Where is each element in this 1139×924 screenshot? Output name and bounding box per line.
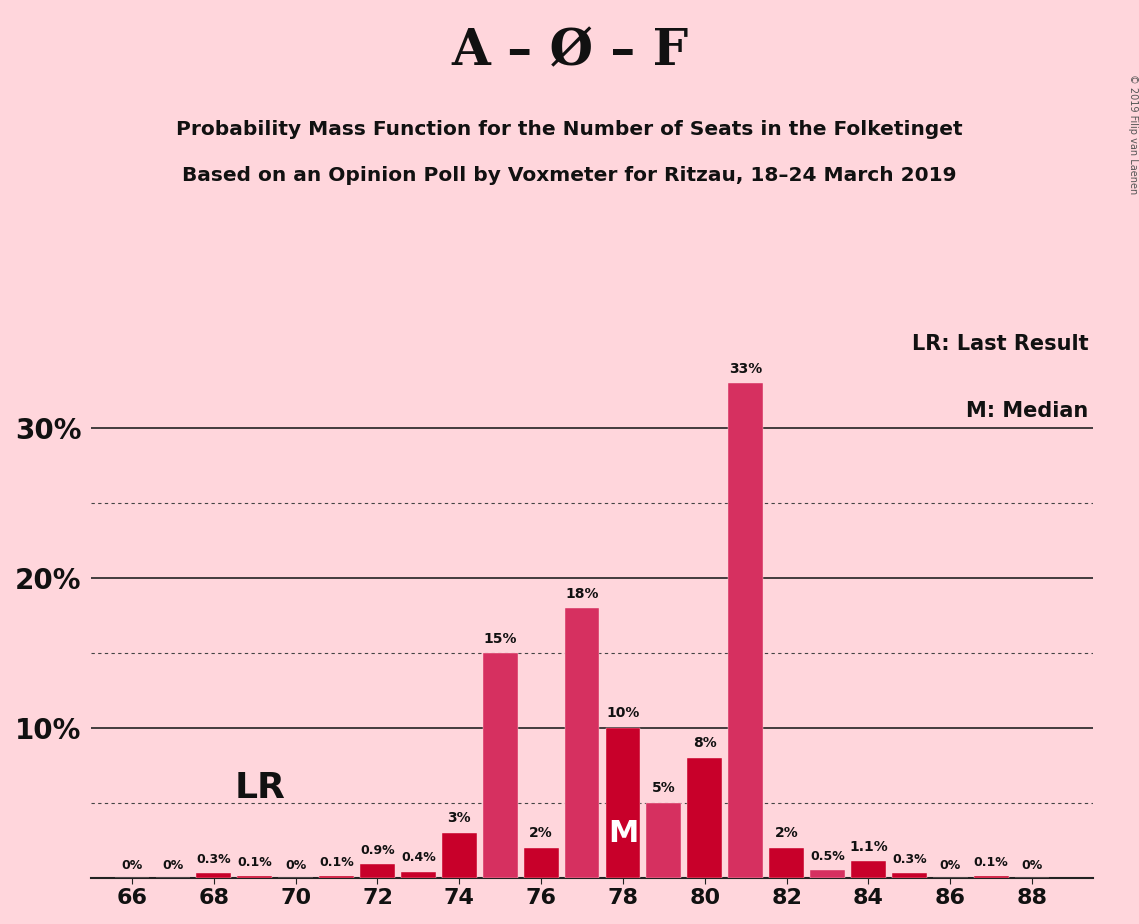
Bar [360,864,395,878]
Text: 2%: 2% [775,826,798,840]
Bar [892,873,927,878]
Text: A – Ø – F: A – Ø – F [451,28,688,77]
Text: 1.1%: 1.1% [849,840,887,854]
Bar [442,833,477,878]
Text: 33%: 33% [729,362,762,376]
Text: 2%: 2% [530,826,554,840]
Bar [769,848,804,878]
Bar [606,728,640,878]
Bar [810,870,845,878]
Bar [237,876,272,878]
Bar [196,873,231,878]
Bar [319,876,354,878]
Text: LR: Last Result: LR: Last Result [912,334,1089,355]
Bar [647,803,681,878]
Text: 15%: 15% [483,631,517,646]
Bar [565,608,599,878]
Text: M: Median: M: Median [966,401,1089,421]
Bar [728,383,763,878]
Text: 0.4%: 0.4% [401,851,436,864]
Bar [524,848,558,878]
Text: Based on an Opinion Poll by Voxmeter for Ritzau, 18–24 March 2019: Based on an Opinion Poll by Voxmeter for… [182,166,957,186]
Text: 5%: 5% [652,782,675,796]
Bar [851,861,886,878]
Text: 0.1%: 0.1% [974,856,1008,869]
Text: 0.3%: 0.3% [197,853,231,866]
Text: 0.5%: 0.5% [810,850,845,863]
Text: Probability Mass Function for the Number of Seats in the Folketinget: Probability Mass Function for the Number… [177,120,962,140]
Text: 0.3%: 0.3% [892,853,927,866]
Bar [401,872,436,878]
Text: 8%: 8% [693,736,716,750]
Text: 18%: 18% [565,587,599,601]
Text: 0.9%: 0.9% [360,844,395,857]
Text: 0%: 0% [1022,858,1042,872]
Text: LR: LR [235,771,285,805]
Bar [483,653,517,878]
Text: M: M [608,819,638,848]
Bar [974,876,1008,878]
Bar [688,758,722,878]
Text: 0.1%: 0.1% [319,856,354,869]
Text: 0%: 0% [163,858,183,872]
Text: 10%: 10% [606,707,640,721]
Text: 3%: 3% [448,811,472,825]
Text: 0%: 0% [940,858,961,872]
Text: © 2019 Filip van Laenen: © 2019 Filip van Laenen [1129,74,1138,194]
Text: 0.1%: 0.1% [237,856,272,869]
Text: 0%: 0% [285,858,306,872]
Text: 0%: 0% [122,858,142,872]
